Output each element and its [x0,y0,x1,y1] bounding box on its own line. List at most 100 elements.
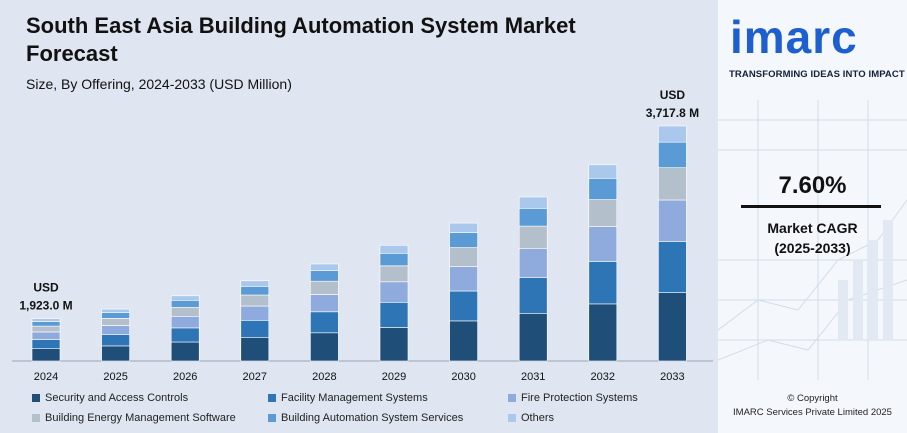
cagr-value: 7.60% [778,172,847,199]
bar-segment-2032-s0 [588,303,618,362]
total-annotation-unit: USD [660,88,686,102]
bar-segment-2024-s4 [31,321,61,327]
legend-swatch [508,414,516,422]
bar-segment-2033-s1 [658,241,687,293]
bar-segment-2030-s0 [449,320,478,362]
bar-segment-2032-s5 [588,164,618,179]
imarc-logo: imarc [730,11,858,63]
x-tick-label: 2030 [451,371,475,383]
legend-label: Building Energy Management Software [45,412,236,424]
bar-segment-2027-s4 [240,285,270,296]
bar-segment-2024-s0 [31,348,61,362]
x-tick-label: 2028 [312,371,336,383]
bar-segment-2030-s5 [449,222,478,233]
bar-segment-2024-s3 [31,325,61,333]
bar-segment-2029-s2 [379,281,409,303]
bar-segment-2026-s2 [170,315,200,329]
bar-segment-2028-s1 [310,311,339,334]
bar-segment-2026-s4 [170,299,200,308]
legend-swatch [32,394,40,402]
legend-label: Security and Access Controls [45,392,189,404]
decorative-background [718,100,907,380]
x-tick-label: 2026 [173,371,197,383]
chart-title: South East Asia Building Automation Syst… [26,13,576,66]
bar-segment-2028-s5 [310,263,339,271]
bar-segment-2033-s2 [658,199,687,243]
bar-segment-2025-s1 [101,334,130,347]
legend-item: Security and Access Controls [32,392,188,404]
bar-segment-2024-s2 [31,331,61,340]
bar-segment-2031-s4 [518,208,548,227]
x-tick-label: 2029 [382,371,406,383]
bar-segment-2025-s5 [101,308,130,314]
legend-swatch [508,394,516,402]
bar-segment-2029-s4 [379,253,409,267]
total-annotation-unit: USD [33,281,59,295]
bar-segment-2027-s0 [240,337,270,362]
bar-segment-2029-s5 [379,245,409,254]
copyright-line2: IMARC Services Private Limited 2025 [733,407,892,418]
legend-swatch [268,394,276,402]
legend-item: Others [508,412,554,424]
legend-item: Facility Management Systems [268,392,428,404]
x-tick-label: 2031 [521,371,545,383]
bar-segment-2027-s1 [240,319,270,338]
cagr-label-block: Market CAGR (2025-2033) [718,218,907,258]
bar-segment-2026-s0 [170,341,200,362]
bar-segment-2029-s3 [379,265,409,283]
bar-segment-2030-s3 [449,247,478,267]
bar-segment-2031-s1 [518,277,548,314]
legend-label: Others [521,412,555,424]
bar-segment-2033-s3 [658,167,687,201]
bar-segment-2028-s3 [310,280,339,295]
brand-tagline: TRANSFORMING IDEAS INTO IMPACT [729,69,905,80]
bar-segment-2026-s5 [170,295,200,301]
legend-label: Facility Management Systems [281,392,428,404]
bar-segment-2027-s2 [240,305,270,321]
bar-segment-2030-s4 [449,232,478,248]
bar-segment-2026-s1 [170,327,200,343]
copyright-line1: © Copyright [787,393,838,404]
bar-segment-2032-s4 [588,178,618,200]
legend-swatch [268,414,276,422]
cagr-label: Market CAGR [767,220,858,236]
legend-label: Fire Protection Systems [521,392,638,404]
bar-segment-2027-s3 [240,294,270,307]
total-annotation-value: 3,717.8 M [646,106,699,120]
bar-segment-2024-s1 [31,339,61,349]
legend-item: Building Energy Management Software [32,412,236,424]
bar-segment-2033-s0 [658,292,687,362]
cagr-divider [741,205,881,208]
bar-segment-2031-s2 [518,248,548,279]
bar-segment-2032-s1 [588,261,618,305]
bar-segment-2031-s5 [518,196,548,209]
bar-segment-2025-s3 [101,317,130,326]
bar-segment-2030-s1 [449,290,478,322]
chart-subtitle: Size, By Offering, 2024-2033 (USD Millio… [26,76,292,92]
bar-segment-2024-s5 [31,318,61,322]
copyright: © Copyright IMARC Services Private Limit… [718,392,907,420]
stacked-bar-chart: 2024 2025 2026 2027 2028 2029 2030 2031 2032 2033… [12,88,713,383]
bar-segment-2032-s2 [588,226,618,262]
bar-segment-2029-s1 [379,301,409,328]
bar-segment-2028-s4 [310,270,339,282]
x-tick-label: 2024 [34,371,58,383]
bar-segment-2031-s3 [518,225,548,250]
legend-item: Fire Protection Systems [508,392,638,404]
cagr-period: (2025-2033) [774,240,851,256]
bar-segment-2025-s2 [101,325,130,335]
x-tick-label: 2027 [243,371,267,383]
bar-segment-2026-s3 [170,306,200,317]
bar-segment-2033-s5 [658,125,687,143]
x-tick-label: 2033 [660,371,684,383]
legend-label: Building Automation System Services [281,412,464,424]
brand-panel [718,0,907,433]
total-annotation-value: 1,923.0 M [19,299,72,313]
bar-segment-2027-s5 [240,280,270,287]
bar-segment-2033-s4 [658,141,687,168]
bar-segment-2025-s0 [101,345,130,362]
bar-segment-2031-s0 [518,312,548,362]
bar-segment-2028-s0 [310,332,339,362]
legend-swatch [32,414,40,422]
bar-segment-2030-s2 [449,266,478,292]
